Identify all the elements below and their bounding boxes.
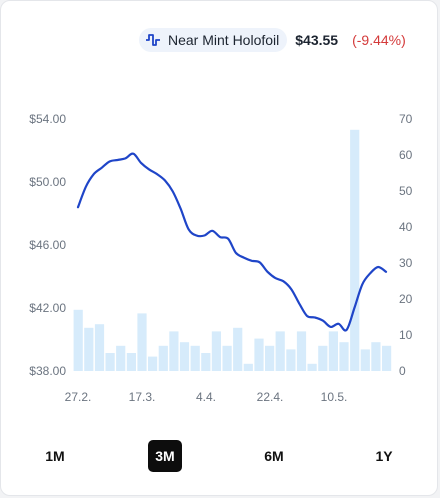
volume-bar bbox=[328, 331, 338, 371]
x-axis: 27.2. 17.3. 4.4. 22.4. 10.5. bbox=[65, 390, 348, 404]
time-range-selector: 1M 3M 6M 1Y bbox=[0, 440, 440, 476]
x-axis-tick-label: 17.3. bbox=[129, 390, 156, 404]
right-axis-tick-label: 10 bbox=[399, 328, 413, 342]
volume-bar bbox=[201, 353, 211, 371]
volume-bar bbox=[350, 129, 360, 371]
right-axis: 0 10 20 30 40 50 60 70 bbox=[399, 112, 413, 378]
volume-bar bbox=[296, 331, 307, 371]
volume-bar bbox=[286, 349, 296, 371]
right-axis-tick-label: 50 bbox=[399, 184, 413, 198]
volume-bar bbox=[339, 342, 349, 371]
volume-bar bbox=[126, 353, 136, 371]
volume-bar bbox=[116, 345, 126, 371]
volume-bar bbox=[371, 342, 381, 371]
right-axis-tick-label: 40 bbox=[399, 220, 413, 234]
volume-bar bbox=[190, 345, 200, 371]
x-axis-tick-label: 27.2. bbox=[65, 390, 92, 404]
volume-bar bbox=[94, 324, 105, 371]
right-axis-tick-label: 60 bbox=[399, 148, 413, 162]
volume-bar bbox=[73, 309, 83, 371]
volume-bar bbox=[360, 349, 370, 371]
volume-bar bbox=[84, 327, 94, 371]
volume-bar bbox=[233, 327, 243, 371]
volume-bar bbox=[275, 331, 285, 371]
chart-legend[interactable]: Near Mint Holofoil $43.55 (-9.44%) bbox=[139, 27, 406, 53]
x-axis-tick-label: 22.4. bbox=[257, 390, 284, 404]
left-axis-tick-label: $42.00 bbox=[29, 301, 66, 315]
left-axis-tick-label: $38.00 bbox=[29, 364, 66, 378]
volume-bar bbox=[179, 342, 190, 371]
x-axis-tick-label: 10.5. bbox=[321, 390, 348, 404]
volume-bar bbox=[222, 345, 232, 371]
range-1y[interactable]: 1Y bbox=[375, 448, 393, 464]
right-axis-tick-label: 20 bbox=[399, 292, 413, 306]
price-line bbox=[76, 152, 388, 332]
volume-bar bbox=[148, 356, 158, 371]
legend-series-chip[interactable]: Near Mint Holofoil bbox=[139, 28, 288, 52]
left-axis: $38.00 $42.00 $46.00 $50.00 $54.00 bbox=[29, 112, 66, 378]
volume-bar bbox=[211, 331, 221, 371]
volume-bar bbox=[382, 345, 392, 371]
volume-bar bbox=[105, 353, 115, 371]
range-1m[interactable]: 1M bbox=[45, 448, 65, 464]
volume-bar bbox=[265, 345, 275, 371]
range-3m[interactable]: 3M bbox=[148, 440, 182, 472]
x-axis-tick-label: 4.4. bbox=[196, 390, 216, 404]
volume-bar bbox=[137, 313, 147, 371]
left-axis-tick-label: $54.00 bbox=[29, 112, 66, 126]
current-price: $43.55 bbox=[295, 32, 339, 48]
price-change: (-9.44%) bbox=[352, 32, 406, 48]
right-axis-tick-label: 0 bbox=[399, 364, 406, 378]
range-6m[interactable]: 6M bbox=[264, 448, 284, 464]
legend-label: Near Mint Holofoil bbox=[168, 32, 280, 48]
volume-bar bbox=[243, 363, 253, 371]
volume-bar bbox=[158, 345, 168, 371]
activity-wave-icon bbox=[146, 34, 160, 46]
price-chart: $38.00 $42.00 $46.00 $50.00 $54.00 0 10 20 30 40… bbox=[29, 112, 413, 404]
right-axis-tick-label: 70 bbox=[399, 112, 413, 126]
volume-bar bbox=[169, 331, 179, 371]
volume-bars bbox=[73, 129, 392, 371]
left-axis-tick-label: $46.00 bbox=[29, 238, 66, 252]
volume-bar bbox=[254, 338, 264, 371]
left-axis-tick-label: $50.00 bbox=[29, 175, 66, 189]
volume-bar bbox=[318, 345, 328, 371]
right-axis-tick-label: 30 bbox=[399, 256, 413, 270]
volume-bar bbox=[307, 363, 317, 371]
